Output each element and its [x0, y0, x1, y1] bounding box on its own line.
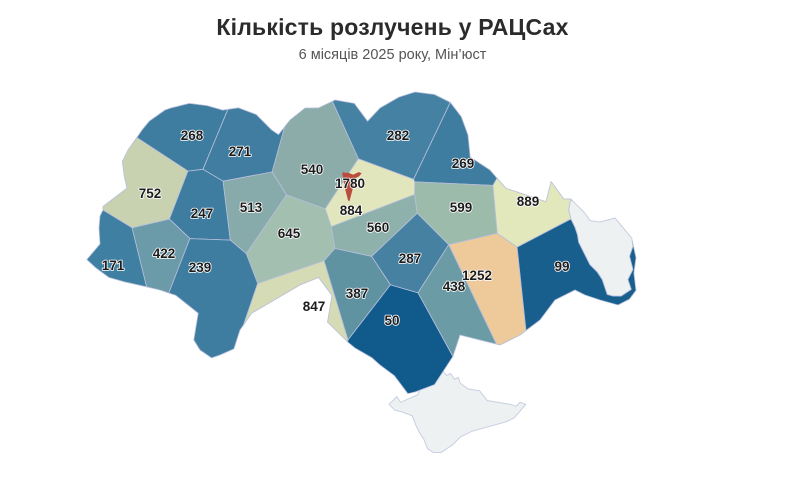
- svg-text:50: 50: [384, 313, 399, 328]
- svg-text:599: 599: [450, 200, 473, 215]
- svg-text:884: 884: [340, 203, 363, 218]
- svg-text:422: 422: [153, 246, 176, 261]
- svg-text:387: 387: [346, 286, 369, 301]
- svg-text:271: 271: [229, 144, 252, 159]
- svg-text:645: 645: [278, 226, 301, 241]
- svg-text:513: 513: [240, 200, 263, 215]
- svg-text:171: 171: [102, 258, 125, 273]
- svg-text:1252: 1252: [462, 268, 492, 283]
- svg-text:1780: 1780: [335, 176, 365, 191]
- svg-text:889: 889: [517, 194, 540, 209]
- svg-text:287: 287: [399, 251, 422, 266]
- svg-text:438: 438: [443, 279, 466, 294]
- svg-text:268: 268: [181, 128, 204, 143]
- svg-text:752: 752: [139, 186, 162, 201]
- svg-text:239: 239: [189, 260, 212, 275]
- svg-text:282: 282: [387, 128, 410, 143]
- svg-text:540: 540: [301, 162, 324, 177]
- svg-text:847: 847: [303, 299, 326, 314]
- svg-text:247: 247: [191, 206, 214, 221]
- svg-text:99: 99: [554, 259, 569, 274]
- svg-text:560: 560: [367, 220, 390, 235]
- svg-text:269: 269: [452, 156, 475, 171]
